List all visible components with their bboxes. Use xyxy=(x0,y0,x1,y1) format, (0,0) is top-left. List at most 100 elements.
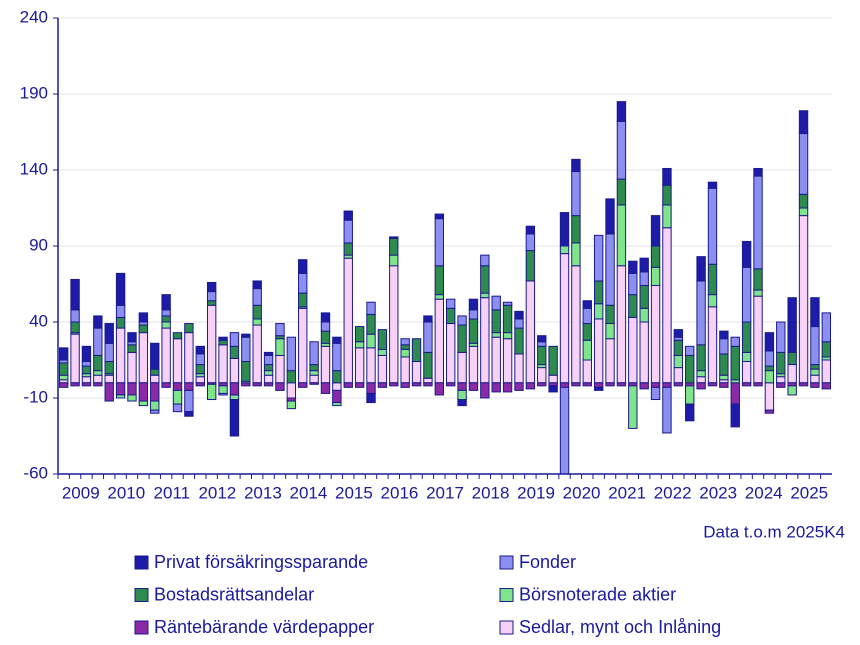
bar-segment xyxy=(798,133,809,195)
bar-segment xyxy=(753,268,763,291)
legend-swatch xyxy=(134,588,149,602)
bar-segment xyxy=(707,263,718,296)
legend-label: Privat försäkringssparande xyxy=(154,552,368,572)
bar-segment xyxy=(218,344,228,384)
bar-segment xyxy=(821,382,832,390)
bar-segment xyxy=(366,333,376,349)
bar-segment xyxy=(707,382,718,387)
x-tick-label: 2018 xyxy=(472,483,510,502)
bar-segment xyxy=(59,362,69,376)
bar-segment xyxy=(286,400,297,410)
bar-segment xyxy=(457,382,467,391)
bar-segment xyxy=(616,382,627,387)
bar-segment xyxy=(309,364,319,372)
bar-segment xyxy=(741,266,752,323)
bar-segment xyxy=(650,285,661,384)
bar-segment xyxy=(218,339,228,346)
bar-segment xyxy=(252,280,262,290)
bar-segment xyxy=(389,236,399,239)
bar-segment xyxy=(810,374,820,384)
bar-segment xyxy=(582,307,592,325)
bar-segment xyxy=(184,411,194,417)
bar-segment xyxy=(582,323,592,341)
bar-segment xyxy=(673,354,684,369)
bar-segment xyxy=(662,386,672,434)
bar-segment xyxy=(252,324,262,384)
bar-segment xyxy=(127,351,137,384)
bar-segment xyxy=(286,370,297,384)
bar-segment xyxy=(639,271,649,287)
bar-segment xyxy=(457,389,467,401)
bar-segment xyxy=(400,382,410,388)
bar-segment xyxy=(263,382,274,387)
bar-segment xyxy=(127,344,137,353)
bar-segment xyxy=(241,333,251,338)
bar-segment xyxy=(275,382,285,391)
bar-segment xyxy=(741,351,752,363)
bar-segment xyxy=(525,225,536,235)
bar-segment xyxy=(332,336,342,344)
bar-segment xyxy=(115,327,126,384)
bar-segment xyxy=(491,332,501,338)
bar-segment xyxy=(252,304,262,320)
bar-segment xyxy=(468,318,479,344)
bar-segment xyxy=(93,327,103,356)
bar-segment xyxy=(150,342,160,370)
bar-segment xyxy=(798,193,809,209)
bar-segment xyxy=(218,392,228,396)
bar-segment xyxy=(798,110,809,135)
bar-segment xyxy=(559,386,570,475)
bar-segment xyxy=(298,382,308,388)
bar-segment xyxy=(662,227,672,384)
x-tick-label: 2012 xyxy=(198,483,236,502)
bar-segment xyxy=(719,338,729,355)
bar-segment xyxy=(184,323,194,334)
bar-segment xyxy=(332,402,342,407)
bar-segment xyxy=(172,332,183,340)
bar-segment xyxy=(593,386,604,391)
bar-segment xyxy=(150,368,160,376)
legend-swatch xyxy=(499,555,514,570)
bar-segment xyxy=(582,359,592,384)
bar-segment xyxy=(480,254,490,267)
bar-segment xyxy=(571,265,581,384)
bar-segment xyxy=(593,280,604,305)
bar-segment xyxy=(320,330,331,344)
bar-segment xyxy=(673,367,684,384)
bar-segment xyxy=(685,403,695,422)
bar-segment xyxy=(275,323,285,337)
bar-segment xyxy=(537,341,547,347)
bar-segment xyxy=(446,298,456,309)
bar-segment xyxy=(696,382,706,390)
legend-label: Bostadsrättsandelar xyxy=(154,584,314,604)
annotation: Data t.o.m 2025K4 xyxy=(703,522,845,541)
bar-segment xyxy=(673,382,684,387)
bar-segment xyxy=(525,233,536,252)
bar-segment xyxy=(138,400,149,407)
bar-segment xyxy=(605,338,615,384)
bar-segment xyxy=(628,385,638,429)
bar-segment xyxy=(184,382,194,391)
bar-segment xyxy=(411,361,422,384)
bar-segment xyxy=(502,338,513,384)
bar-segment xyxy=(309,341,319,366)
bar-segment xyxy=(662,184,672,206)
bar-segment xyxy=(229,382,240,396)
bar-segment xyxy=(81,376,92,384)
bar-segment xyxy=(298,292,308,308)
bar-segment xyxy=(434,298,444,384)
bar-segment xyxy=(639,307,649,323)
bar-segment xyxy=(150,382,160,402)
bar-segment xyxy=(605,233,615,306)
bar-segment xyxy=(514,310,524,320)
bar-segment xyxy=(741,240,752,268)
bar-segment xyxy=(605,198,615,235)
legend-swatch xyxy=(499,620,514,635)
bar-segment xyxy=(548,374,558,384)
x-tick-label: 2024 xyxy=(745,483,783,502)
bar-segment xyxy=(298,259,308,274)
bar-segment xyxy=(571,171,581,217)
bar-segment xyxy=(343,242,353,256)
bar-segment xyxy=(582,300,592,309)
